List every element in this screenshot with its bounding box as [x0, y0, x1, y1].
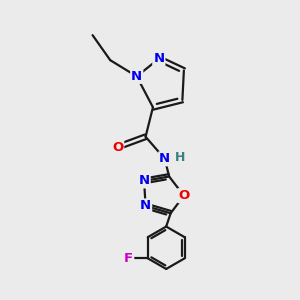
Text: N: N	[153, 52, 164, 65]
Text: O: O	[178, 189, 190, 202]
Text: O: O	[112, 141, 123, 154]
Text: H: H	[175, 151, 185, 164]
Text: N: N	[140, 200, 151, 212]
Text: F: F	[124, 252, 133, 265]
Text: N: N	[159, 152, 170, 165]
Text: N: N	[139, 174, 150, 188]
Text: N: N	[131, 70, 142, 83]
